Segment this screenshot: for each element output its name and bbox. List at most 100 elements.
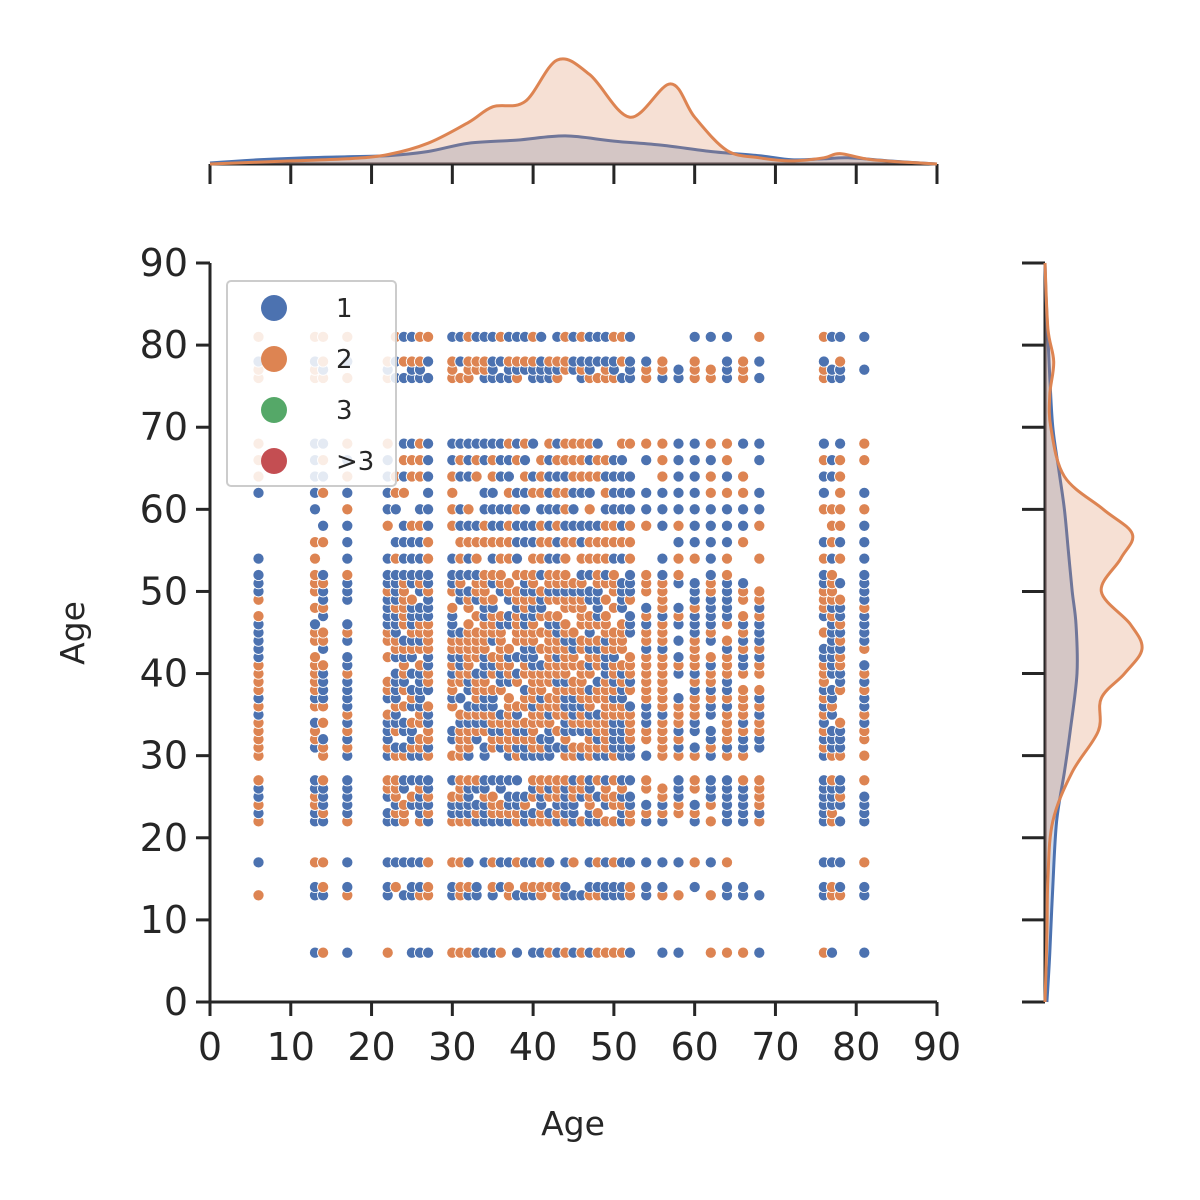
scatter-point bbox=[817, 437, 830, 450]
scatter-point bbox=[422, 486, 435, 499]
scatter-point bbox=[656, 486, 669, 499]
scatter-point bbox=[454, 692, 467, 705]
scatter-point bbox=[858, 568, 871, 582]
scatter-point bbox=[510, 774, 524, 787]
scatter-point bbox=[422, 454, 435, 467]
scatter-point bbox=[640, 519, 653, 532]
scatter-point bbox=[510, 552, 524, 565]
scatter-point bbox=[753, 585, 766, 598]
scatter-point bbox=[381, 946, 394, 959]
scatter-point bbox=[737, 355, 750, 368]
scatter-point bbox=[720, 330, 734, 343]
scatter-point bbox=[656, 782, 669, 795]
scatter-point bbox=[623, 486, 637, 499]
scatter-point bbox=[688, 880, 701, 894]
scatter-point bbox=[753, 774, 766, 787]
scatter-point bbox=[704, 774, 717, 787]
scatter-point bbox=[640, 856, 653, 869]
scatter-point bbox=[308, 618, 322, 631]
scatter-point bbox=[834, 552, 847, 565]
scatter-point bbox=[858, 790, 871, 803]
y-axis-label: Age bbox=[53, 601, 92, 665]
scatter-point bbox=[341, 552, 354, 565]
scatter-point bbox=[422, 330, 435, 343]
scatter-point bbox=[672, 856, 685, 869]
scatter-point bbox=[317, 774, 330, 787]
scatter-point bbox=[704, 536, 717, 549]
scatter-point bbox=[720, 552, 734, 565]
scatter-point bbox=[317, 733, 330, 746]
scatter-point bbox=[834, 470, 847, 483]
scatter-point bbox=[422, 371, 435, 385]
scatter-point bbox=[341, 486, 354, 499]
scatter-point bbox=[704, 437, 717, 450]
scatter-point bbox=[834, 593, 847, 606]
scatter-point bbox=[422, 536, 435, 549]
scatter-point bbox=[623, 568, 637, 582]
scatter-point bbox=[688, 798, 701, 811]
scatter-point bbox=[656, 880, 669, 894]
scatter-point bbox=[672, 470, 685, 483]
scatter-point bbox=[737, 503, 750, 516]
scatter-point bbox=[252, 568, 265, 582]
scatter-point bbox=[656, 519, 669, 532]
scatter-point bbox=[704, 856, 717, 869]
scatter-point bbox=[672, 568, 685, 582]
scatter-point bbox=[720, 880, 734, 894]
scatter-point bbox=[834, 880, 847, 894]
scatter-point bbox=[753, 437, 766, 450]
scatter-point bbox=[422, 700, 435, 713]
scatter-point bbox=[834, 815, 847, 828]
scatter-point bbox=[834, 454, 847, 467]
scatter-point bbox=[341, 651, 354, 664]
scatter-point bbox=[623, 355, 637, 368]
scatter-point bbox=[688, 470, 701, 483]
scatter-point bbox=[252, 774, 265, 787]
scatter-point bbox=[317, 856, 330, 869]
scatter-point bbox=[623, 437, 637, 450]
scatter-point bbox=[422, 437, 435, 450]
scatter-point bbox=[341, 774, 354, 787]
scatter-point bbox=[656, 355, 669, 368]
scatter-point bbox=[753, 330, 766, 343]
scatter-point bbox=[720, 437, 734, 450]
scatter-point bbox=[753, 503, 766, 516]
scatter-point bbox=[623, 503, 637, 516]
scatter-point bbox=[672, 946, 685, 959]
scatter-point bbox=[737, 774, 750, 787]
x-tick-label: 90 bbox=[913, 1025, 961, 1069]
scatter-point bbox=[470, 880, 483, 894]
main-axes: 0 10 20 30 40 50 60 70 80 90 0 10 20 30 40 50 60 70 80 90 bbox=[140, 241, 962, 1069]
scatter-point bbox=[422, 946, 435, 959]
scatter-point bbox=[704, 363, 717, 376]
scatter-point bbox=[825, 568, 839, 582]
scatter-point bbox=[623, 519, 637, 532]
scatter-point bbox=[462, 503, 475, 516]
legend-marker bbox=[261, 295, 287, 321]
scatter-point bbox=[753, 889, 766, 902]
scatter-point bbox=[672, 552, 685, 565]
legend-frame bbox=[226, 280, 397, 487]
scatter-point bbox=[640, 601, 653, 614]
scatter-point bbox=[753, 355, 766, 368]
scatter-point bbox=[341, 536, 354, 549]
y-tick-label: 20 bbox=[140, 816, 188, 860]
scatter-point bbox=[623, 790, 637, 803]
scatter-point bbox=[753, 946, 766, 959]
scatter-point bbox=[252, 610, 265, 623]
legend-label: 3 bbox=[336, 396, 353, 426]
scatter-point bbox=[720, 856, 734, 869]
scatter-point bbox=[720, 454, 734, 467]
legend-label: 2 bbox=[336, 345, 353, 375]
scatter-point bbox=[567, 503, 580, 516]
scatter-point bbox=[704, 454, 717, 467]
scatter-point bbox=[607, 568, 620, 582]
scatter-point bbox=[688, 486, 701, 499]
scatter-point bbox=[688, 437, 701, 450]
scatter-point bbox=[737, 519, 750, 532]
scatter-point bbox=[422, 568, 435, 582]
top-kde-line-2 bbox=[209, 57, 938, 166]
scatter-point bbox=[672, 536, 685, 549]
scatter-point bbox=[704, 519, 717, 532]
scatter-point bbox=[704, 486, 717, 499]
